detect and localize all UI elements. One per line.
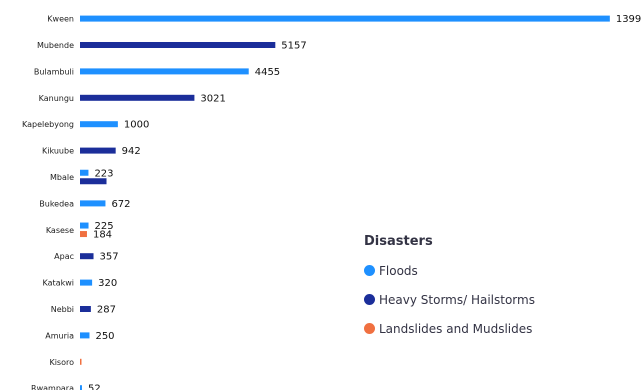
- legend-items: Floods Heavy Storms/ Hailstorms Landslides…: [364, 256, 535, 343]
- legend-item-floods: Floods: [364, 256, 535, 285]
- bar-kanungu-heavy-storms-hailstorms: [80, 94, 195, 101]
- legend-swatch: [364, 265, 375, 276]
- bar-katakwi-floods: [80, 279, 93, 286]
- category-label-kikuube: Kikuube: [42, 147, 74, 156]
- value-label-katakwi-floods: 320: [98, 278, 117, 289]
- value-label-kween-floods: 1399: [616, 14, 641, 25]
- value-label-mubende-heavy-storms-hailstorms: 5157: [281, 41, 306, 52]
- value-label-bulambuli-floods: 4455: [255, 67, 280, 78]
- legend-swatch: [364, 323, 375, 334]
- value-label-bukedea-floods: 672: [111, 199, 130, 210]
- value-label-apac-heavy-storms-hailstorms: 357: [100, 252, 119, 263]
- legend-label: Landslides and Mudslides: [379, 321, 533, 336]
- bar-kasese-floods: [80, 222, 89, 229]
- bar-apac-heavy-storms-hailstorms: [80, 253, 94, 260]
- category-label-nebbi: Nebbi: [51, 305, 74, 314]
- category-label-mbale: Mbale: [50, 173, 74, 182]
- value-label-kasese-floods: 225: [95, 221, 114, 232]
- category-label-bulambuli: Bulambuli: [34, 67, 74, 76]
- value-label-mbale-floods: 223: [94, 168, 113, 179]
- category-labels: Kween Mubende Bulambuli Kanungu Kapelebyong K…: [22, 15, 74, 390]
- bar-mubende-heavy-storms-hailstorms: [80, 42, 276, 48]
- bar-mbale-floods: [80, 169, 89, 176]
- category-label-mubende: Mubende: [37, 41, 74, 50]
- legend-swatch: [364, 294, 375, 305]
- bar-bulambuli-floods: [80, 68, 249, 75]
- value-label-kikuube-heavy-storms-hailstorms: 942: [122, 146, 141, 157]
- legend: Disasters Floods Heavy Storms/ Hailstorms…: [364, 234, 535, 343]
- bar-amuria-floods: [80, 332, 90, 339]
- category-label-kasese: Kasese: [46, 226, 74, 235]
- category-label-kisoro: Kisoro: [49, 358, 74, 367]
- legend-label: Heavy Storms/ Hailstorms: [379, 292, 535, 307]
- category-label-bukedea: Bukedea: [39, 199, 74, 208]
- value-label-kapelebyong-floods: 1000: [124, 120, 149, 131]
- bar-kween-floods: [80, 15, 610, 22]
- value-label-kasese-landslides-and-mudslides: 184: [93, 230, 112, 241]
- value-label-amuria-floods: 250: [95, 331, 114, 342]
- bar-marks: [80, 15, 610, 390]
- bar-kisoro-landslides-and-mudslides: [80, 358, 82, 365]
- bar-bukedea-floods: [80, 200, 106, 207]
- bar-kasese-landslides-and-mudslides: [80, 231, 87, 238]
- bar-kikuube-heavy-storms-hailstorms: [80, 147, 116, 154]
- category-label-rwampara: Rwampara: [31, 384, 74, 390]
- bar-nebbi-heavy-storms-hailstorms: [80, 306, 91, 312]
- value-label-rwampara-floods: 52: [88, 384, 101, 390]
- bar-rwampara-floods: [80, 385, 82, 390]
- value-label-nebbi-heavy-storms-hailstorms: 287: [97, 305, 116, 316]
- category-label-amuria: Amuria: [45, 331, 74, 340]
- bar-kapelebyong-floods: [80, 121, 118, 128]
- category-label-katakwi: Katakwi: [43, 279, 74, 288]
- legend-title: Disasters: [364, 234, 433, 249]
- legend-item-landslides-and-mudslides: Landslides and Mudslides: [364, 314, 535, 343]
- category-label-kween: Kween: [47, 15, 74, 24]
- legend-label: Floods: [379, 263, 418, 278]
- category-label-kanungu: Kanungu: [39, 94, 74, 103]
- value-label-kanungu-heavy-storms-hailstorms: 3021: [200, 93, 225, 104]
- legend-item-heavy-storms-hailstorms: Heavy Storms/ Hailstorms: [364, 285, 535, 314]
- category-label-apac: Apac: [54, 252, 74, 261]
- category-label-kapelebyong: Kapelebyong: [22, 120, 74, 129]
- bar-mbale-heavy-storms-hailstorms: [80, 178, 107, 185]
